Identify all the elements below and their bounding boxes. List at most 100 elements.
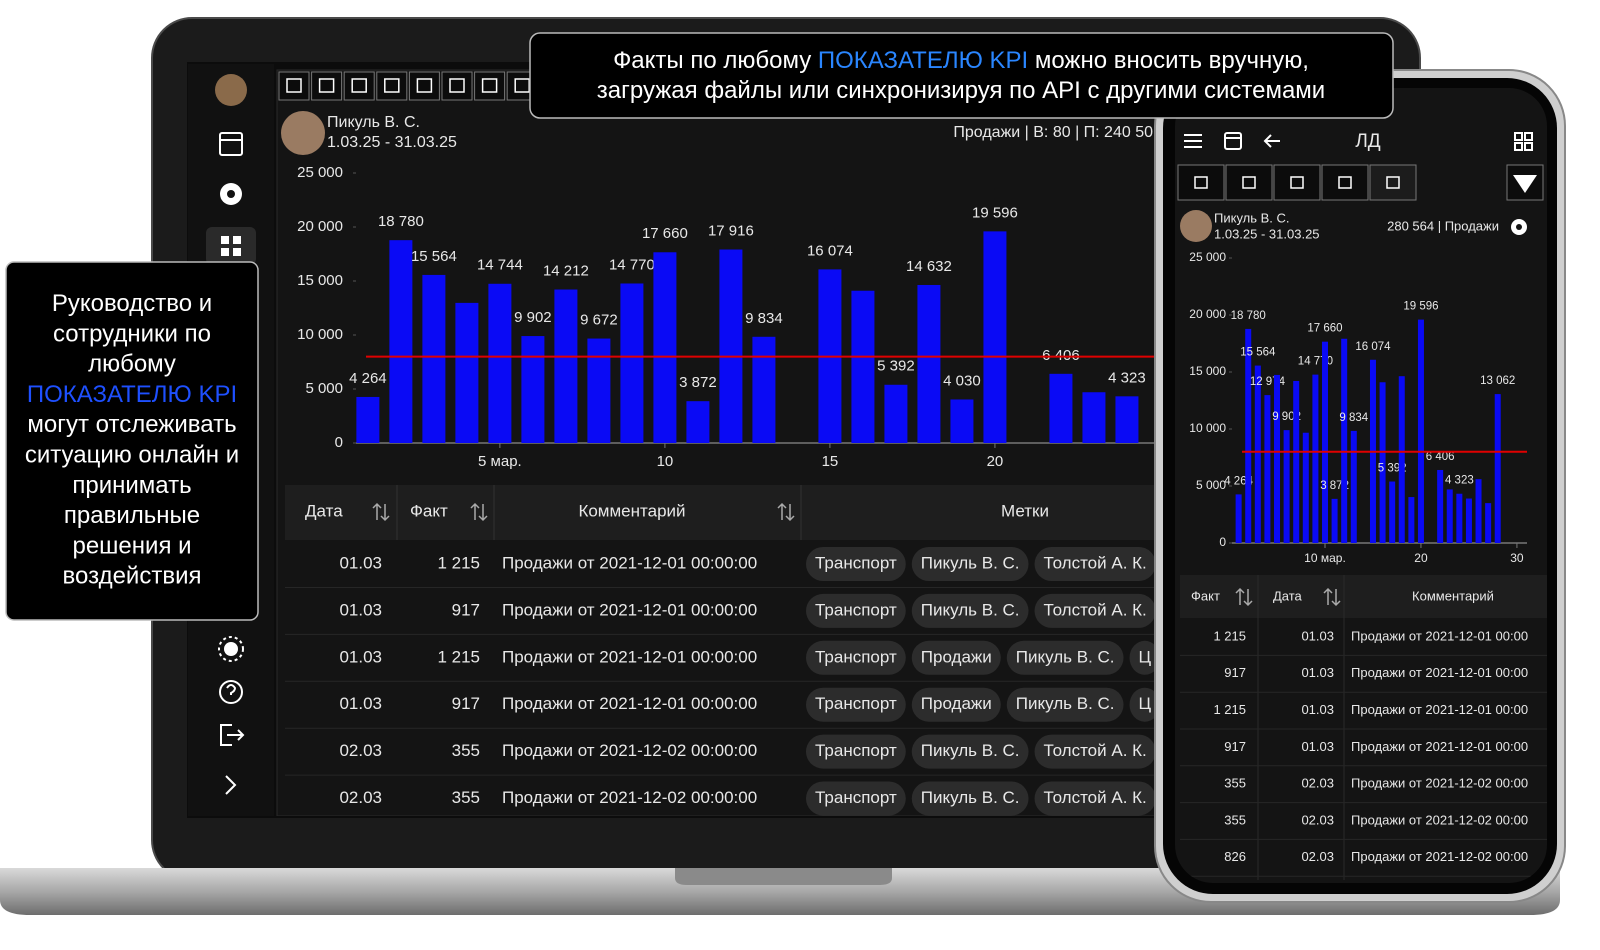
tab[interactable]: [311, 71, 343, 101]
bar: [1456, 493, 1463, 543]
tag-chip[interactable]: [806, 547, 906, 581]
column-header[interactable]: Метки: [1001, 501, 1049, 520]
phone-tab[interactable]: [1225, 164, 1273, 201]
calendar-icon[interactable]: [219, 132, 243, 156]
y-tick-label: 20 000: [297, 218, 343, 235]
tab[interactable]: [474, 71, 506, 101]
tag-chip[interactable]: [1034, 781, 1156, 816]
bar: [620, 283, 644, 443]
tag-chip[interactable]: [911, 687, 1001, 722]
tag-chip[interactable]: [1006, 640, 1124, 675]
tab[interactable]: [343, 71, 375, 101]
active-nav[interactable]: [206, 227, 256, 265]
phone-settings-icon[interactable]: [1511, 219, 1527, 235]
bar: [719, 249, 743, 443]
tag-chip[interactable]: [806, 640, 906, 675]
tag-chip[interactable]: [1034, 547, 1156, 581]
logout-icon[interactable]: [220, 724, 245, 746]
phone-tab[interactable]: [1369, 164, 1417, 201]
cell-comment: Продажи от 2021-12-01 00:00: [1351, 665, 1528, 680]
value-label: 5 392: [877, 358, 915, 375]
tag-chip[interactable]: [1129, 640, 1161, 675]
tag-chip[interactable]: [911, 734, 1029, 769]
tag-chip[interactable]: [911, 781, 1029, 816]
bar: [1283, 430, 1290, 543]
back-icon[interactable]: [1263, 134, 1280, 148]
cell-comment: Продажи от 2021-12-02 00:00:00: [502, 741, 757, 760]
menu-icon[interactable]: [1184, 134, 1202, 148]
tag-chip[interactable]: [1034, 593, 1156, 628]
cell-date: 01.03: [339, 600, 382, 619]
bar: [1115, 396, 1139, 443]
tag-chip[interactable]: [806, 593, 906, 628]
sort-icon[interactable]: [470, 502, 488, 522]
tag-label: Толстой А. К.: [1044, 741, 1147, 760]
phone-tab[interactable]: [1321, 164, 1369, 201]
tag-chip[interactable]: [806, 687, 906, 722]
tag-chip[interactable]: [1006, 687, 1124, 722]
settings-icon[interactable]: [220, 183, 242, 205]
column-header[interactable]: Дата: [1273, 588, 1303, 603]
tag-label: Толстой А. К.: [1044, 553, 1147, 572]
phone-summary: 280 564 | Продажи: [1387, 218, 1499, 233]
column-header[interactable]: Дата: [305, 501, 343, 520]
expand-icon[interactable]: [225, 775, 237, 795]
tag-chip[interactable]: [911, 547, 1029, 581]
column-header[interactable]: Факт: [410, 501, 448, 520]
cell-fact: 917: [1224, 739, 1246, 754]
tag-chip[interactable]: [911, 640, 1001, 675]
bar: [1350, 430, 1357, 543]
bar: [1245, 328, 1252, 543]
column-header[interactable]: Комментарий: [1412, 588, 1494, 603]
avatar[interactable]: [215, 74, 247, 106]
sort-icon[interactable]: [372, 502, 390, 522]
tag-label: Транспорт: [815, 741, 897, 760]
help-icon[interactable]: [219, 680, 243, 704]
sort-icon[interactable]: [777, 502, 795, 522]
tab[interactable]: [408, 71, 440, 101]
bar: [1049, 373, 1073, 443]
callout-line: ПОКАЗАТЕЛЮ KPI: [27, 381, 237, 408]
tag-label: Пикуль В. С.: [1016, 647, 1115, 666]
tab[interactable]: [278, 71, 310, 101]
cell-comment: Продажи от 2021-12-01 00:00: [1351, 702, 1528, 717]
bar: [1082, 392, 1106, 443]
tag-chip[interactable]: [806, 781, 906, 816]
tab[interactable]: [441, 71, 473, 101]
tag-label: Транспорт: [815, 788, 897, 807]
phone-grid-icon[interactable]: [1514, 132, 1533, 151]
phone-chart: 0 5 000 10 000 15 000 20 000 25 000 10 мар. 20 3…: [1189, 250, 1527, 565]
tab-icon: [449, 78, 465, 93]
x-tick-label: 20: [1414, 551, 1428, 565]
laptop-app: Пикуль В. С. 1.03.25 - 31.03.25 Продажи …: [188, 64, 1161, 816]
tag-chip[interactable]: [806, 734, 906, 769]
tag-label: Толстой А. К.: [1044, 788, 1147, 807]
column-header[interactable]: Факт: [1191, 588, 1220, 603]
cell-fact: 355: [452, 788, 480, 807]
cell-date: 01.03: [1301, 739, 1334, 754]
theme-icon[interactable]: [218, 636, 244, 662]
tag-chip[interactable]: [1129, 687, 1161, 722]
user-period: 1.03.25 - 31.03.25: [327, 134, 457, 151]
bar: [917, 284, 941, 443]
sort-icon[interactable]: [1235, 587, 1253, 607]
y-tick-label: 25 000: [1189, 250, 1226, 264]
tab[interactable]: [376, 71, 408, 101]
phone-tab[interactable]: [1273, 164, 1321, 201]
left-callout: [5, 261, 259, 621]
callout-segment: Факты по любому: [613, 47, 818, 74]
tag-chip[interactable]: [911, 593, 1029, 628]
cell-date: 01.03: [1301, 702, 1334, 717]
cell-fact: 355: [1224, 812, 1246, 827]
phone-tab[interactable]: [1177, 164, 1225, 201]
bar: [1302, 432, 1309, 543]
cell-date: 02.03: [1301, 776, 1334, 791]
callout-segment: любому: [88, 351, 176, 378]
tag-chip[interactable]: [1034, 734, 1156, 769]
laptop-table: Дата Факт Комментарий Метки 01.03 1 215 Продаж…: [285, 485, 1161, 816]
phone-calendar-icon[interactable]: [1224, 132, 1242, 150]
bar: [752, 336, 776, 443]
value-label: 4 030: [943, 372, 981, 389]
column-header[interactable]: Комментарий: [578, 501, 685, 520]
sort-icon[interactable]: [1323, 587, 1341, 607]
